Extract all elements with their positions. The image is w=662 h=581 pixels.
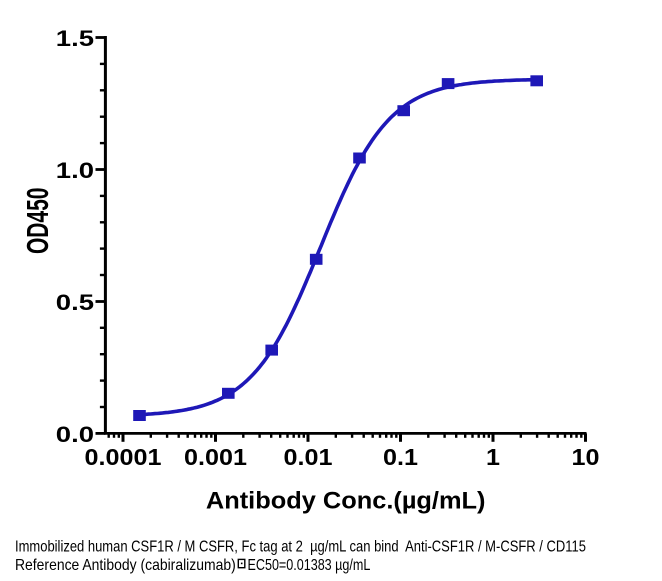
- svg-text:1.0: 1.0: [56, 159, 94, 184]
- svg-text:1.5: 1.5: [56, 27, 94, 52]
- svg-text:Immobilized human CSF1R / M CS: Immobilized human CSF1R / M CSFR, Fc tag…: [15, 538, 586, 556]
- svg-text:Antibody Conc.(µg/mL): Antibody Conc.(µg/mL): [206, 488, 486, 514]
- svg-text:10: 10: [572, 445, 600, 471]
- svg-text:EC50=0.01383 µg/mL: EC50=0.01383 µg/mL: [248, 557, 371, 575]
- svg-text:0.0: 0.0: [56, 423, 94, 448]
- svg-text:0.001: 0.001: [184, 445, 247, 471]
- svg-text:1: 1: [486, 445, 500, 471]
- svg-text:Reference Antibody (cabiralizu: Reference Antibody (cabiralizumab): [15, 556, 236, 574]
- svg-text:0.01: 0.01: [284, 445, 333, 471]
- svg-text:0.1: 0.1: [383, 445, 418, 471]
- svg-text:OD450: OD450: [20, 188, 55, 255]
- svg-text:0.5: 0.5: [56, 291, 94, 316]
- svg-text:0.0001: 0.0001: [85, 445, 162, 471]
